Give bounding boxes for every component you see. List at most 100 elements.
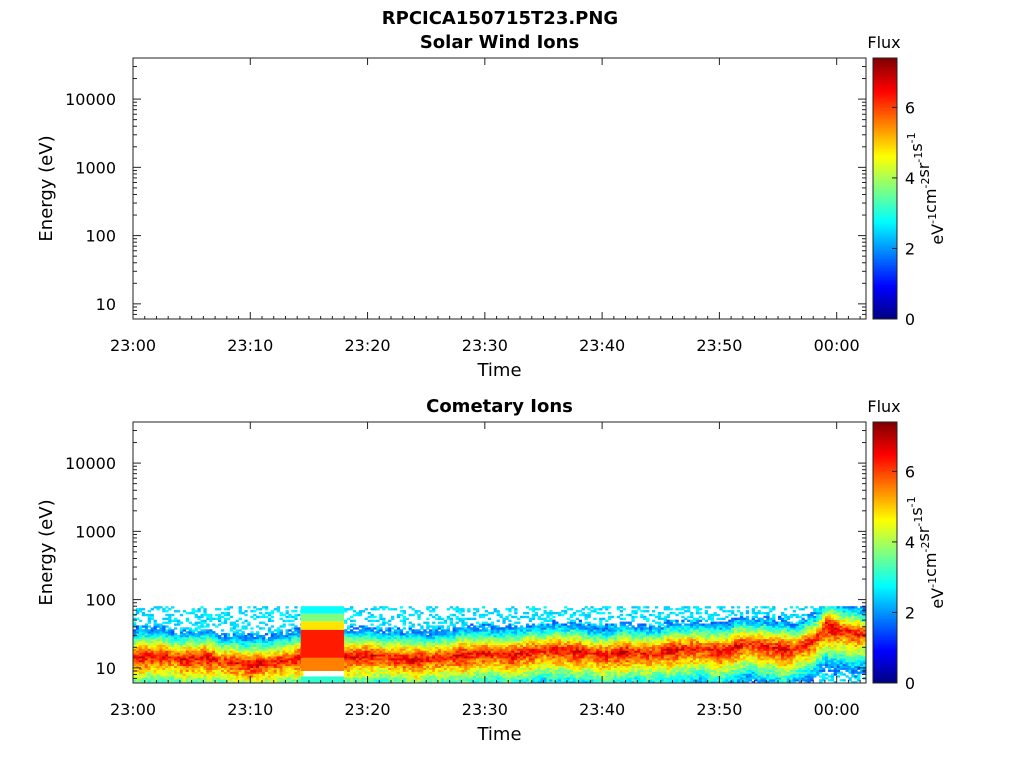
flux-cell bbox=[194, 677, 198, 680]
flux-cell bbox=[596, 646, 600, 649]
flux-cell bbox=[267, 667, 272, 670]
flux-cell bbox=[218, 667, 222, 670]
flux-cell bbox=[259, 673, 263, 676]
flux-cell bbox=[288, 640, 292, 644]
flux-cell bbox=[259, 621, 263, 624]
flux-cell bbox=[391, 640, 395, 644]
flux-cell bbox=[352, 658, 357, 661]
flux-cell bbox=[344, 646, 348, 649]
flux-cell bbox=[188, 661, 192, 665]
flux-cell bbox=[150, 652, 154, 655]
flux-cell bbox=[385, 633, 389, 636]
flux-cell bbox=[226, 638, 231, 642]
flux-cell bbox=[578, 663, 582, 667]
flux-cell bbox=[144, 648, 148, 651]
flux-cell bbox=[182, 635, 187, 638]
flux-cell bbox=[531, 613, 536, 617]
flux-cell bbox=[235, 665, 239, 668]
flux-cell bbox=[569, 663, 574, 667]
flux-cell bbox=[364, 627, 368, 630]
colorbar-step bbox=[873, 149, 897, 153]
flux-cell bbox=[364, 629, 368, 632]
flux-cell bbox=[417, 615, 421, 619]
flux-cell bbox=[417, 629, 421, 632]
flux-cell bbox=[487, 675, 492, 678]
flux-cell bbox=[505, 633, 509, 636]
flux-cell bbox=[435, 642, 439, 645]
colorbar-step bbox=[873, 255, 897, 259]
flux-cell bbox=[250, 633, 254, 636]
flux-cell bbox=[402, 663, 406, 667]
flux-cell bbox=[414, 631, 418, 634]
flux-cell bbox=[517, 646, 521, 649]
flux-cell bbox=[552, 671, 556, 674]
colorbar-tick-label: 0 bbox=[905, 310, 915, 329]
flux-cell bbox=[135, 638, 140, 642]
flux-cell bbox=[446, 648, 450, 651]
flux-cell bbox=[402, 677, 406, 680]
flux-cell bbox=[279, 658, 283, 661]
flux-cell bbox=[590, 650, 594, 653]
flux-cell bbox=[174, 619, 178, 622]
flux-cell bbox=[226, 665, 231, 668]
flux-cell bbox=[279, 644, 283, 647]
flux-cell bbox=[458, 656, 462, 659]
flux-cell bbox=[188, 631, 192, 634]
flux-cell bbox=[182, 656, 187, 659]
flux-cell bbox=[156, 681, 160, 684]
flux-cell bbox=[191, 635, 195, 638]
flux-cell bbox=[162, 656, 166, 659]
flux-cell bbox=[138, 661, 143, 665]
flux-cell bbox=[370, 663, 374, 667]
flux-cell bbox=[473, 642, 477, 645]
flux-cell bbox=[393, 671, 398, 674]
flux-cell bbox=[511, 640, 515, 644]
flux-cell bbox=[185, 631, 190, 634]
flux-cell bbox=[215, 673, 219, 676]
flux-cell bbox=[244, 610, 248, 613]
flux-cell bbox=[496, 631, 500, 634]
flux-cell bbox=[476, 658, 480, 661]
flux-cell bbox=[458, 631, 462, 634]
flux-cell bbox=[141, 677, 146, 680]
flux-cell bbox=[528, 658, 533, 661]
flux-cell bbox=[209, 646, 213, 649]
flux-cell bbox=[511, 660, 515, 663]
flux-cell bbox=[543, 654, 547, 657]
flux-cell bbox=[262, 627, 266, 630]
flux-cell bbox=[584, 654, 588, 657]
flux-cell bbox=[174, 652, 178, 655]
flux-cell bbox=[458, 646, 462, 649]
colorbar-step bbox=[873, 123, 897, 126]
flux-cell bbox=[511, 644, 515, 647]
flux-cell bbox=[188, 612, 192, 615]
flux-cell bbox=[133, 652, 137, 655]
flux-cell bbox=[561, 661, 565, 665]
flux-cell bbox=[285, 660, 289, 663]
flux-cell bbox=[241, 652, 245, 655]
flux-cell bbox=[232, 631, 236, 634]
flux-cell bbox=[215, 658, 219, 661]
flux-cell bbox=[540, 671, 544, 674]
flux-cell bbox=[440, 642, 445, 645]
flux-cell bbox=[200, 640, 204, 644]
flux-cell bbox=[223, 677, 228, 680]
flux-cell bbox=[273, 663, 277, 667]
flux-cell bbox=[396, 636, 401, 640]
flux-cell bbox=[294, 640, 298, 644]
flux-cell bbox=[446, 642, 450, 645]
flux-cell bbox=[182, 663, 187, 667]
flux-cell bbox=[537, 638, 541, 642]
flux-cell bbox=[502, 619, 506, 622]
flux-cell bbox=[467, 635, 471, 638]
flux-cell bbox=[352, 661, 357, 665]
flux-cell bbox=[587, 646, 591, 649]
flux-cell bbox=[212, 652, 216, 655]
flux-cell bbox=[361, 644, 365, 647]
flux-cell bbox=[388, 650, 392, 653]
flux-cell bbox=[382, 638, 386, 642]
flux-cell bbox=[141, 640, 146, 644]
y-axis-label: Energy (eV) bbox=[36, 135, 57, 241]
flux-cell bbox=[212, 636, 216, 640]
